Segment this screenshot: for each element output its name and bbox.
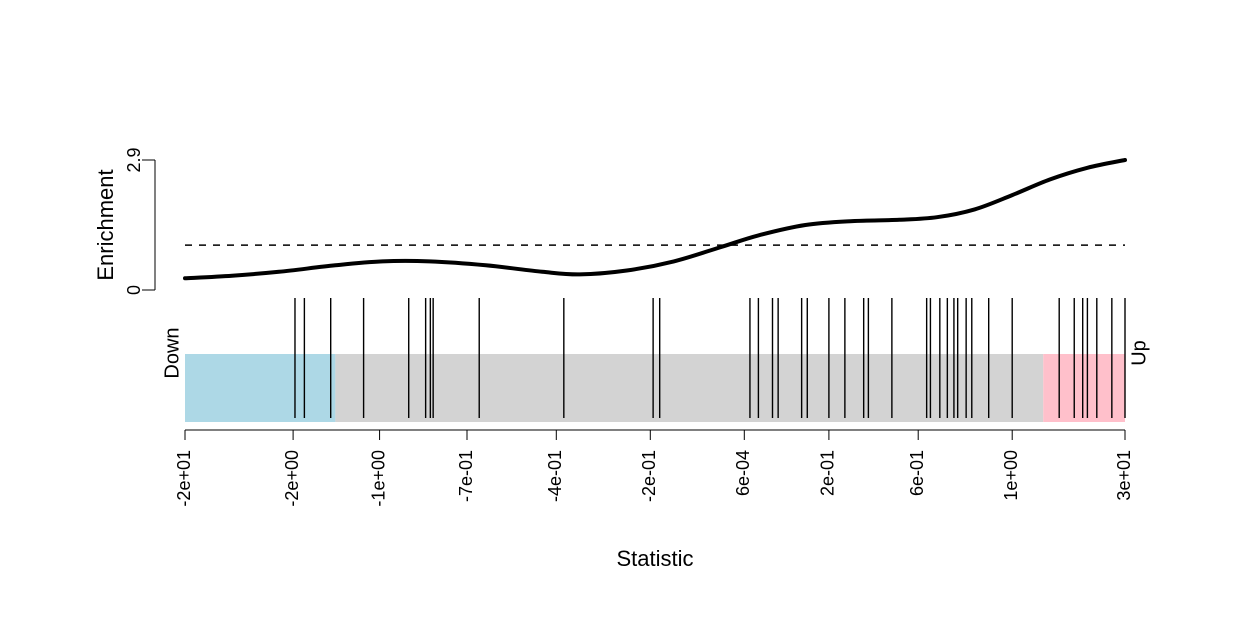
mid-region: [335, 354, 1043, 422]
y-tick-label: 2.9: [124, 147, 144, 172]
x-tick-label: -2e-01: [639, 450, 659, 502]
x-tick-label: -2e+00: [282, 450, 302, 507]
up-region: [1043, 354, 1125, 422]
chart-background: [0, 0, 1248, 624]
down-region: [185, 354, 335, 422]
x-axis-label: Statistic: [616, 546, 693, 571]
x-tick-label: 1e+00: [1001, 450, 1021, 501]
gsea-barcode-plot: 0 2.9 Enrichment Down Up -2e+01 -2e+00 -1e+00 -7…: [0, 0, 1248, 624]
x-tick-label: 6e-01: [907, 450, 927, 496]
x-tick-label: -7e-01: [456, 450, 476, 502]
x-tick-label: 2e-01: [818, 450, 838, 496]
up-label: Up: [1128, 340, 1150, 366]
x-tick-label: -2e+01: [174, 450, 194, 507]
down-label: Down: [161, 327, 183, 378]
y-axis-label: Enrichment: [93, 169, 118, 280]
x-tick-label: 6e-04: [733, 450, 753, 496]
x-tick-label: -1e+00: [368, 450, 388, 507]
x-tick-label: 3e+01: [1114, 450, 1134, 501]
y-tick-label: 0: [124, 285, 144, 295]
x-tick-label: -4e-01: [545, 450, 565, 502]
